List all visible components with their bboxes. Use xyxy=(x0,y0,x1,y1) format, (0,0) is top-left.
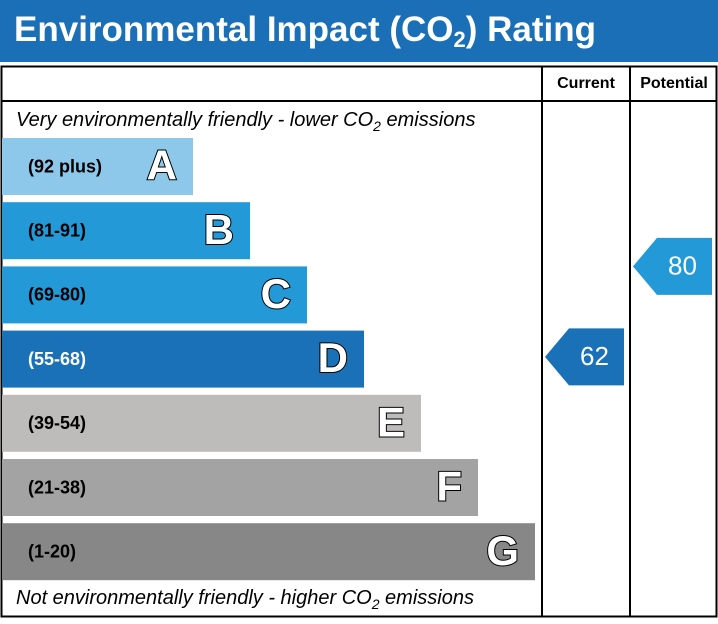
title-bar xyxy=(0,0,718,62)
column-header: Current xyxy=(557,75,615,92)
band-letter: C xyxy=(261,270,291,317)
title: Environmental Impact (CO2) Rating xyxy=(14,10,596,52)
frame xyxy=(0,65,718,618)
note-text: emissions xyxy=(380,587,474,609)
band-range: (92 plus) xyxy=(28,156,102,176)
band-range: (55-68) xyxy=(28,349,86,369)
band-range: (69-80) xyxy=(28,285,86,305)
band xyxy=(2,394,421,452)
band-letter: F xyxy=(436,463,462,510)
band-letter: E xyxy=(377,398,405,445)
note-text: emissions xyxy=(381,109,475,131)
title-text: ) Rating xyxy=(466,10,596,49)
band-letter: A xyxy=(147,142,177,189)
band-letter: B xyxy=(204,206,234,253)
note-text: Not environmentally friendly - higher CO xyxy=(16,587,372,609)
rating-value: 80 xyxy=(668,250,697,280)
title-text: Environmental Impact (CO xyxy=(14,10,454,49)
band-range: (21-38) xyxy=(28,477,86,497)
band-range: (81-91) xyxy=(28,220,86,240)
band xyxy=(2,459,478,516)
note-text: Very environmentally friendly - lower CO xyxy=(16,109,373,131)
bottom-note: Not environmentally friendly - higher CO… xyxy=(16,587,474,611)
band xyxy=(2,523,535,581)
band xyxy=(2,138,193,195)
band xyxy=(2,202,250,260)
title-sub: 2 xyxy=(454,27,466,52)
column-header: Potential xyxy=(640,75,708,92)
rating-arrow xyxy=(633,237,712,295)
band xyxy=(2,266,307,324)
note-sub: 2 xyxy=(372,118,381,134)
band-range: (39-54) xyxy=(28,413,86,433)
band-letter: G xyxy=(486,527,519,574)
note-sub: 2 xyxy=(371,596,380,612)
band xyxy=(2,330,364,388)
band-letter: D xyxy=(318,334,348,381)
rating-value: 62 xyxy=(580,341,609,371)
rating-arrow xyxy=(545,328,624,386)
band-range: (1-20) xyxy=(28,541,76,561)
top-note: Very environmentally friendly - lower CO… xyxy=(16,109,475,133)
